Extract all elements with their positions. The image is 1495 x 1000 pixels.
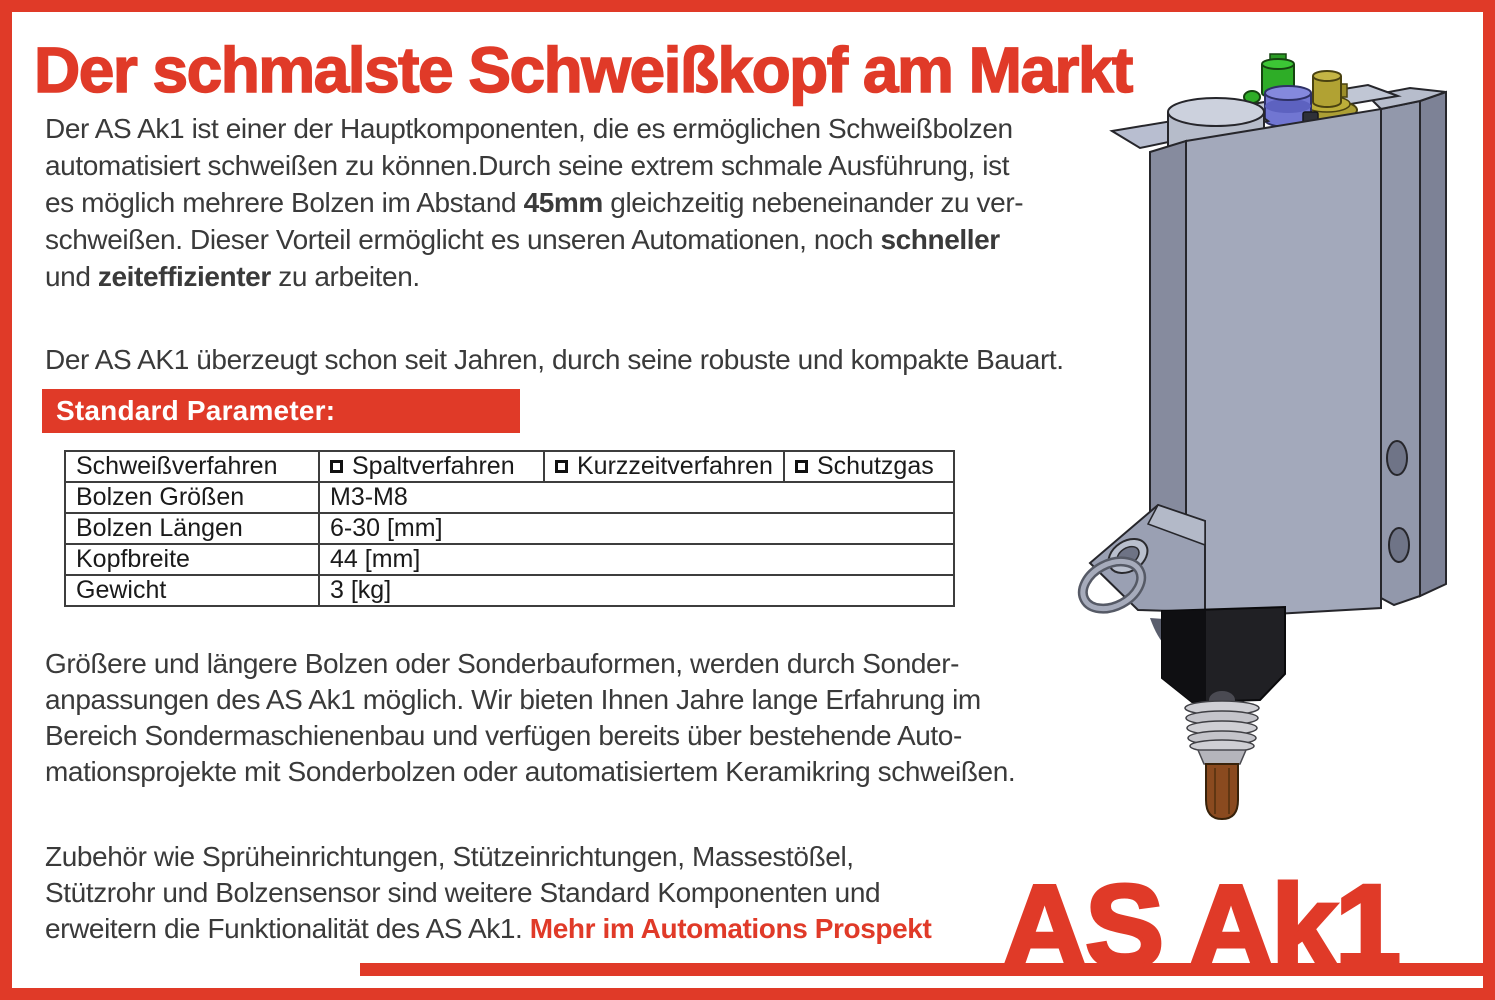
text-segment: 45mm xyxy=(523,187,604,218)
text-segment: Größere und längere Bolzen oder Sonderba… xyxy=(45,648,960,679)
text-segment: erweitern die Funktionalität des AS Ak1. xyxy=(45,913,530,944)
bottom-accent-bar xyxy=(360,963,1483,976)
param-option-spaltverfahren: Spaltverfahren xyxy=(318,450,545,483)
text-segment: zu arbeiten. xyxy=(270,261,420,292)
option-label: Kurzzeitverfahren xyxy=(577,452,773,480)
cad-pin xyxy=(1148,557,1192,573)
checkbox-icon xyxy=(555,460,568,473)
text-segment: anpassungen des AS Ak1 möglich. Wir biet… xyxy=(45,684,981,715)
intro-paragraph: Der AS Ak1 ist einer der Hauptkomponente… xyxy=(45,110,1024,295)
param-option-kurzzeitverfahren: Kurzzeitverfahren xyxy=(543,450,785,483)
cad-collet xyxy=(1205,763,1239,821)
param-value: 3 [kg] xyxy=(318,574,955,607)
text-segment: gleichzeitig nebeneinander zu ver- xyxy=(602,187,1024,218)
product-render-welding-head xyxy=(1077,53,1447,821)
text-segment: zeiteffizienter xyxy=(97,261,271,292)
param-label: Gewicht xyxy=(64,574,320,607)
option-label: Schutzgas xyxy=(817,452,934,480)
param-option-schutzgas: Schutzgas xyxy=(783,450,955,483)
table-header-row: Schweißverfahren Spaltverfahren Kurzzeit… xyxy=(64,450,955,483)
page-title: Der schmalste Schweißkopf am Markt xyxy=(33,34,1134,106)
cad-body-front xyxy=(1185,107,1382,621)
param-value: M3-M8 xyxy=(318,481,955,514)
param-label: Bolzen Größen xyxy=(64,481,320,514)
param-label: Kopfbreite xyxy=(64,543,320,576)
text-segment: Stützrohr und Bolzensensor sind weitere … xyxy=(45,877,881,908)
text-segment: Der AS AK1 überzeugt schon seit Jahren, … xyxy=(45,344,1064,375)
table-row: Gewicht 3 [kg] xyxy=(64,574,955,607)
product-logo-text: AS Ak1 xyxy=(1000,861,1403,993)
custom-solutions-paragraph: Größere und längere Bolzen oder Sonderba… xyxy=(45,646,1016,790)
text-segment: es möglich mehrere Bolzen im Abstand xyxy=(45,187,524,218)
cad-nut xyxy=(1196,749,1248,765)
text-segment: schneller xyxy=(880,224,1000,255)
text-segment: mationsprojekte mit Sonderbolzen oder au… xyxy=(45,756,1016,787)
text-segment: Bereich Sondermaschienenbau und verfügen… xyxy=(45,720,962,751)
table-row: Bolzen Größen M3-M8 xyxy=(64,481,955,514)
option-label: Spaltverfahren xyxy=(352,452,515,480)
parameter-table: Schweißverfahren Spaltverfahren Kurzzeit… xyxy=(64,450,955,607)
table-row: Bolzen Längen 6-30 [mm] xyxy=(64,512,955,545)
text-segment: Mehr im Automations Prospekt xyxy=(529,913,932,944)
text-segment: Der AS Ak1 ist einer der Hauptkomponente… xyxy=(45,113,1013,144)
param-value: 44 [mm] xyxy=(318,543,955,576)
checkbox-icon xyxy=(330,460,343,473)
param-label: Bolzen Längen xyxy=(64,512,320,545)
cad-safety-ring xyxy=(1077,556,1147,614)
param-label-schweissverfahren: Schweißverfahren xyxy=(64,450,320,483)
text-segment: automatisiert schweißen zu können.Durch … xyxy=(45,150,1010,181)
reliability-paragraph: Der AS AK1 überzeugt schon seit Jahren, … xyxy=(45,341,1064,378)
cad-coupling-block xyxy=(1077,503,1206,614)
cad-threads xyxy=(1184,700,1260,753)
banner-label: Standard Parameter: xyxy=(56,395,336,426)
cad-chuck xyxy=(1161,605,1286,709)
accessories-paragraph: Zubehör wie Sprüheinrichtungen, Stützein… xyxy=(45,839,932,947)
text-segment: schweißen. Dieser Vorteil ermöglicht es … xyxy=(45,224,881,255)
standard-parameter-banner: Standard Parameter: xyxy=(42,389,520,433)
text-segment: und xyxy=(45,261,98,292)
checkbox-icon xyxy=(795,460,808,473)
text-segment: Zubehör wie Sprüheinrichtungen, Stützein… xyxy=(45,841,854,872)
table-row: Kopfbreite 44 [mm] xyxy=(64,543,955,576)
param-value: 6-30 [mm] xyxy=(318,512,955,545)
